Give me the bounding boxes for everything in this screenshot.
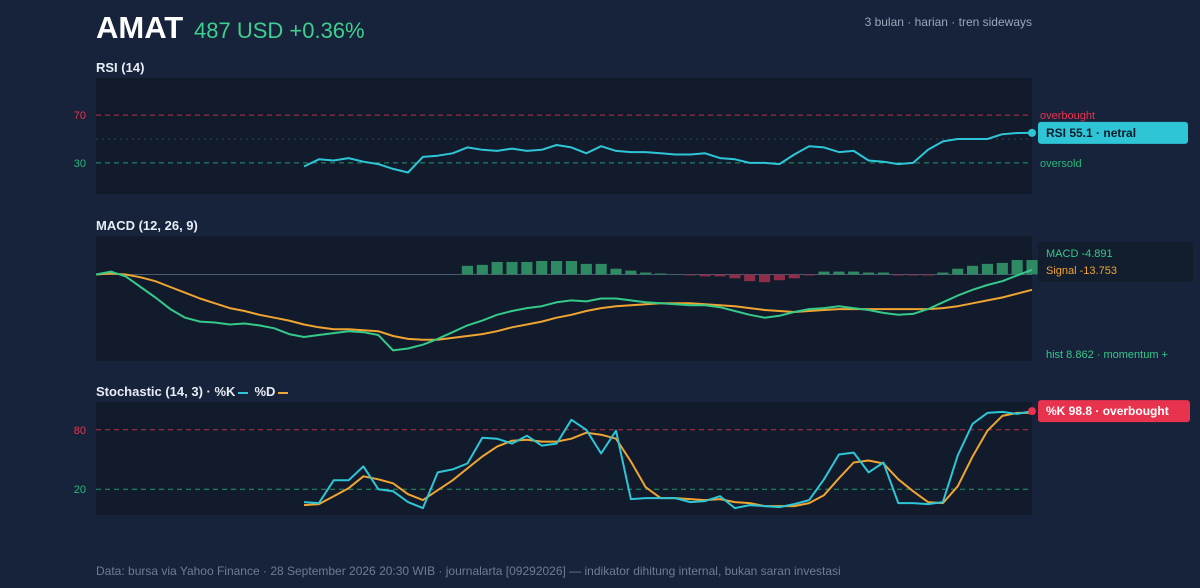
macd-hist-bar — [981, 263, 993, 275]
macd-hist-bar — [833, 271, 845, 275]
macd-hist-annotation: hist 8.862 · momentum + — [1046, 349, 1168, 361]
macd-hist-bar — [907, 274, 919, 276]
macd-line — [95, 268, 1033, 352]
rsi-tick-30: 30 — [74, 158, 86, 170]
macd-legend-value: MACD -4.891 — [1046, 248, 1113, 260]
macd-hist-bar — [625, 270, 637, 275]
stoch-badge: %K 98.8 · overbought — [1046, 404, 1169, 418]
stoch-k-legend-swatch — [238, 391, 249, 394]
macd-hist-bar — [773, 274, 785, 281]
rsi-title: RSI (14) — [96, 60, 145, 75]
stoch-k-line — [303, 410, 1033, 510]
rsi-line — [303, 131, 1033, 174]
ticker-symbol: AMAT — [96, 10, 184, 45]
macd-hist-bar — [506, 261, 518, 275]
macd-hist-bar — [1011, 260, 1023, 275]
macd-hist-bar — [640, 272, 652, 275]
macd-hist-bar — [476, 264, 488, 275]
macd-hist-bar — [521, 261, 533, 275]
stoch-title-text: Stochastic (14, 3) · — [96, 384, 215, 399]
macd-hist-bar — [655, 273, 667, 275]
macd-hist-bar — [580, 263, 592, 275]
stoch-last-point — [1028, 407, 1036, 416]
macd-hist-bar — [684, 274, 696, 276]
macd-hist-bar — [744, 274, 756, 282]
macd-hist-bar — [848, 271, 860, 275]
rsi-tick-70: 70 — [74, 110, 86, 122]
macd-hist-bar — [996, 262, 1008, 275]
macd-hist-bar — [565, 261, 577, 275]
period-label: 3 bulan · harian · tren sideways — [864, 15, 1032, 29]
macd-hist-bar — [788, 274, 800, 279]
stoch-title: Stochastic (14, 3) · %K %D — [96, 384, 294, 399]
macd-hist-bar — [759, 274, 771, 283]
price-change: 487 USD +0.36% — [194, 18, 365, 43]
rsi-ref-label-overbought: overbought — [1040, 110, 1095, 122]
stoch-panel-bg — [96, 402, 1032, 515]
rsi-last-point — [1028, 128, 1036, 137]
macd-hist-bar — [937, 272, 949, 275]
stoch-d-legend-label: %D — [254, 384, 276, 399]
macd-panel-bg — [96, 236, 1032, 361]
macd-hist-bar — [461, 265, 473, 275]
macd-hist-bar — [967, 265, 979, 275]
rsi-panel-bg — [96, 78, 1032, 194]
rsi-ref-label-oversold: oversold — [1040, 158, 1082, 170]
signal-line — [95, 272, 1033, 341]
macd-hist-bar — [892, 274, 904, 276]
signal-legend-value: Signal -13.753 — [1046, 265, 1117, 277]
stoch-d-legend-swatch — [278, 391, 289, 394]
macd-hist-bar — [699, 274, 711, 277]
rsi-badge: RSI 55.1 · netral — [1046, 126, 1136, 140]
macd-hist-bar — [714, 274, 726, 277]
macd-hist-bar — [551, 261, 563, 275]
macd-hist-bar — [595, 263, 607, 275]
macd-hist-bar — [877, 272, 889, 275]
macd-hist-bar — [536, 261, 548, 275]
rsi-badge-bg — [1038, 121, 1188, 144]
macd-hist-bar — [729, 274, 741, 279]
macd-hist-bar — [818, 271, 830, 275]
stoch-badge-bg — [1038, 400, 1190, 423]
macd-hist-bar — [803, 274, 815, 276]
macd-hist-bar — [1026, 260, 1038, 275]
stoch-k-legend-label: %K — [214, 384, 236, 399]
stoch-tick-80: 80 — [74, 425, 86, 437]
macd-hist-bar — [922, 274, 934, 276]
macd-title: MACD (12, 26, 9) — [96, 218, 198, 233]
macd-hist-bar — [610, 268, 622, 275]
stoch-tick-20: 20 — [74, 484, 86, 496]
footer-note: Data: bursa via Yahoo Finance · 28 Septe… — [96, 564, 841, 578]
macd-hist-bar — [952, 268, 964, 275]
macd-hist-bar — [491, 261, 503, 275]
macd-hist-bar — [863, 272, 875, 275]
macd-legend-box — [1038, 242, 1193, 282]
